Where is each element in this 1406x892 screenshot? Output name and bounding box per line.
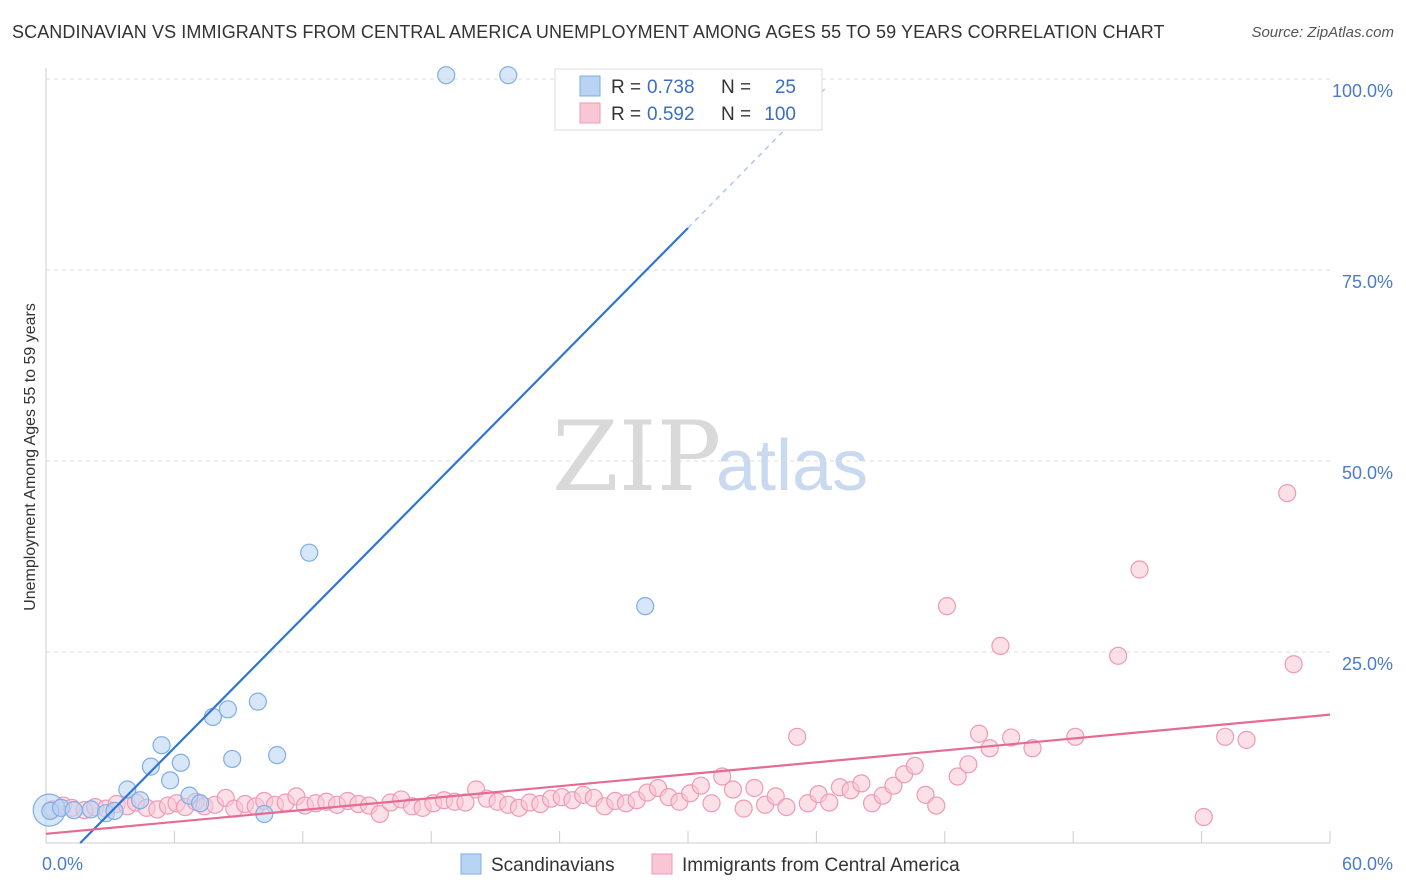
x-tick-label: 60.0% bbox=[1342, 854, 1393, 874]
watermark-zip: ZIP bbox=[552, 401, 721, 513]
blue-data-point bbox=[223, 749, 242, 769]
blue-data-point bbox=[437, 66, 456, 85]
legend-n-value: 25 bbox=[775, 77, 796, 98]
blue-data-point bbox=[499, 66, 518, 85]
pink-data-point bbox=[1109, 646, 1128, 665]
blue-data-point bbox=[105, 801, 124, 821]
axes bbox=[45, 68, 1331, 844]
legend-r-label: R = bbox=[611, 104, 641, 125]
pink-data-point bbox=[1284, 655, 1303, 674]
blue-data-point bbox=[141, 757, 160, 776]
blue-data-point bbox=[268, 746, 287, 765]
pink-data-point bbox=[370, 804, 389, 824]
legend-swatch-blue bbox=[579, 75, 601, 97]
pink-data-point bbox=[1237, 730, 1256, 749]
blue-data-point bbox=[203, 707, 223, 727]
legend-r-value: 0.592 bbox=[647, 104, 695, 125]
y-tick-label: 100.0% bbox=[1332, 81, 1393, 101]
blue-data-point bbox=[190, 794, 210, 813]
pink-data-point bbox=[766, 787, 785, 806]
pink-data-point bbox=[959, 755, 978, 774]
chart-source: Source: ZipAtlas.com bbox=[1251, 24, 1394, 41]
pink-data-point bbox=[905, 756, 924, 775]
pink-data-point bbox=[1194, 807, 1213, 827]
blue-data-point bbox=[152, 736, 171, 755]
bottom-legend-swatch-pink bbox=[651, 853, 673, 875]
legend-r-value: 0.738 bbox=[647, 77, 695, 98]
legend-n-label: N = bbox=[721, 77, 751, 98]
chart-title: SCANDINAVIAN VS IMMIGRANTS FROM CENTRAL … bbox=[12, 22, 1165, 42]
pink-data-point bbox=[777, 797, 796, 817]
y-tick-label: 25.0% bbox=[1342, 654, 1393, 674]
pink-trend-line bbox=[45, 713, 1331, 835]
blue-data-point bbox=[131, 791, 150, 810]
legend: R = 0.738 N = 25 R = 0.592 N = 100 bbox=[554, 68, 823, 131]
blue-data-point bbox=[218, 700, 237, 719]
blue-data-point bbox=[636, 597, 655, 616]
pink-data-point bbox=[1002, 728, 1021, 747]
y-axis-label: Unemployment Among Ages 55 to 59 years bbox=[22, 303, 39, 611]
pink-data-point bbox=[691, 776, 710, 795]
legend-n-label: N = bbox=[721, 104, 751, 125]
pink-data-point bbox=[852, 774, 871, 793]
bottom-legend-label: Immigrants from Central America bbox=[682, 855, 960, 876]
pink-data-point bbox=[927, 796, 946, 815]
x-tick-labels: 0.0% 60.0% bbox=[42, 854, 1393, 874]
pink-data-point bbox=[948, 767, 967, 786]
pink-data-point bbox=[1130, 560, 1149, 579]
pink-data-point bbox=[734, 799, 753, 818]
pink-data-point bbox=[937, 597, 957, 616]
pink-data-point bbox=[980, 739, 999, 758]
bottom-legend: Scandinavians Immigrants from Central Ame… bbox=[460, 853, 960, 876]
legend-n-value: 100 bbox=[764, 104, 796, 125]
pink-data-point bbox=[702, 794, 721, 813]
blue-data-point bbox=[300, 543, 319, 562]
pink-data-point bbox=[969, 724, 989, 743]
blue-data-point bbox=[81, 800, 101, 819]
pink-data-point bbox=[1278, 483, 1297, 503]
bottom-legend-label: Scandinavians bbox=[491, 855, 615, 876]
watermark: ZIP atlas bbox=[552, 401, 868, 513]
pink-data-point bbox=[1023, 739, 1042, 758]
y-tick-labels: 25.0% 50.0% 75.0% 100.0% bbox=[1332, 81, 1393, 674]
y-tick-label: 50.0% bbox=[1342, 463, 1393, 483]
trend-lines bbox=[45, 86, 1331, 844]
pink-series-points bbox=[43, 483, 1303, 827]
pink-data-point bbox=[745, 778, 764, 798]
watermark-atlas: atlas bbox=[716, 426, 868, 506]
pink-data-point bbox=[916, 785, 935, 804]
blue-trend-line bbox=[79, 227, 689, 844]
blue-trend-extension bbox=[687, 86, 828, 229]
pink-data-point bbox=[788, 727, 807, 746]
blue-data-point bbox=[171, 753, 190, 772]
legend-swatch-pink bbox=[579, 102, 601, 124]
legend-r-label: R = bbox=[611, 77, 641, 98]
y-tick-label: 75.0% bbox=[1342, 272, 1393, 292]
x-tick-label: 0.0% bbox=[42, 854, 83, 874]
pink-data-point bbox=[991, 636, 1010, 655]
pink-data-point bbox=[884, 776, 903, 795]
bottom-legend-swatch-blue bbox=[460, 853, 482, 875]
pink-data-point bbox=[1216, 727, 1235, 746]
blue-data-point bbox=[64, 801, 83, 820]
pink-data-point bbox=[820, 793, 839, 812]
blue-data-point bbox=[118, 780, 137, 799]
pink-data-point bbox=[723, 780, 743, 799]
blue-data-point bbox=[248, 692, 267, 711]
blue-data-point bbox=[161, 771, 180, 790]
